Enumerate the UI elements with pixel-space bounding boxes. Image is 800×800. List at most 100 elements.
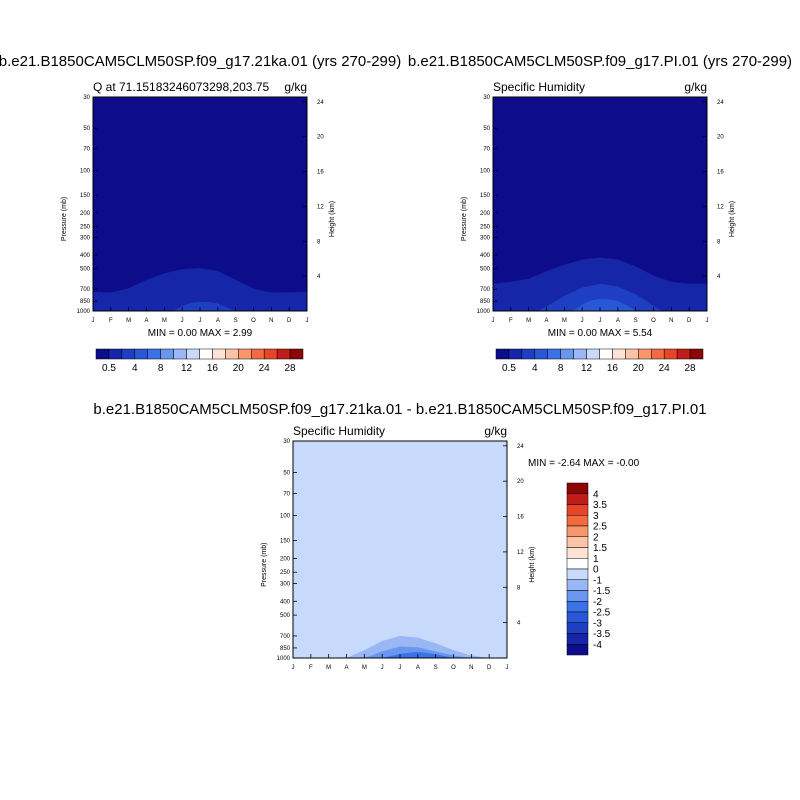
colorbar-box [186,348,200,360]
colorbar-box [263,348,278,360]
colorbar-label: 0.5 [502,363,516,374]
y2-tick-label: 16 [317,170,324,176]
x-tick-label: D [287,318,292,324]
y-tick-label: 500 [280,613,291,619]
colorbar-box [566,590,589,602]
y2-tick-label: 12 [717,204,724,210]
colorbar-box [586,348,600,360]
y-tick-label: 500 [80,267,91,273]
y-tick-label: 700 [80,287,91,293]
colorbar-box [676,348,691,360]
y2-tick-label: 8 [517,585,521,591]
colorbar-label: 20 [233,363,245,374]
x-tick-label: S [634,318,638,324]
units-label: g/kg [284,80,307,94]
absolute-colorbars: 0.5 4 8 12 16 20 24 28 0.5 4 8 12 16 20 24 28 [95,348,704,374]
colorbar-label: 4 [532,363,538,374]
colorbar-label: 2.5 [593,522,607,533]
x-tick-label: A [416,665,420,671]
x-tick-label: N [669,318,673,324]
x-tick-label: A [544,318,548,324]
panel-title: b.e21.B1850CAM5CLM50SP.f09_g17.PI.01 (yr… [408,53,792,70]
y-tick-label: 50 [83,126,90,132]
y2-tick-label: 20 [717,135,724,141]
y2-tick-label: 16 [717,170,724,176]
y-tick-label: 850 [480,299,491,305]
x-tick-label: J [199,318,202,324]
x-tick-label: O [251,318,256,324]
colorbar-box [566,515,589,527]
x-tick-label: J [306,318,309,324]
x-tick-label: M [526,318,531,324]
minmax-text: MIN = 0.00 MAX = 5.54 [548,328,653,339]
colorbar-label: 3.5 [593,500,607,511]
colorbar-label: 0 [593,565,599,576]
colorbar-box [508,348,523,360]
y-tick-label: 300 [280,581,291,587]
colorbar-label: 3 [593,511,599,522]
x-tick-label: M [562,318,567,324]
y-tick-label: 150 [280,539,291,545]
colorbar-label: 1 [593,554,599,565]
y2-tick-label: 8 [717,239,721,245]
x-tick-label: J [599,318,602,324]
x-tick-label: A [344,665,348,671]
x-tick-label: J [581,318,584,324]
colorbar-label: -2 [593,597,602,608]
panel-title: b.e21.B1850CAM5CLM50SP.f09_g17.21ka.01 (… [0,53,401,70]
units-label: g/kg [484,424,507,438]
y2-tick-label: 4 [317,274,321,280]
colorbar-box [212,348,226,360]
y-tick-label: 300 [480,236,491,242]
colorbar-box [566,525,589,537]
y2-tick-label: 20 [517,479,524,485]
y-tick-label: 500 [480,267,491,273]
colorbar-box [95,348,110,360]
x-tick-label: J [381,665,384,671]
colorbar-box [225,348,239,360]
y2-tick-label: 4 [717,274,721,280]
colorbar-horizontal-1: 0.5 4 8 12 16 20 24 28 [95,348,304,374]
colorbar-box [173,348,187,360]
colorbar-label: 4 [132,363,138,374]
x-tick-label: F [309,665,313,671]
colorbar-box [638,348,652,360]
colorbar-label: 1.5 [593,543,607,554]
y-tick-label: 150 [80,193,91,199]
colorbar-box [566,547,589,559]
colorbar-label: 8 [158,363,164,374]
colorbar-label: 24 [659,363,671,374]
x-tick-label: A [616,318,620,324]
colorbar-box [566,536,589,548]
y-tick-label: 50 [283,471,290,477]
colorbar-box [566,601,589,613]
colorbar-label: 28 [685,363,697,374]
y2-tick-label: 24 [717,100,724,106]
colorbar-label: 16 [207,363,219,374]
colorbar-box [566,611,589,623]
colorbar-label: 16 [607,363,619,374]
y-tick-label: 70 [83,147,90,153]
colorbar-label: 0.5 [102,363,116,374]
y-tick-label: 1000 [477,309,491,315]
y2-axis-label: Height (km) [329,201,336,237]
colorbar-box [689,348,704,360]
y-tick-label: 400 [480,253,491,259]
colorbar-box [560,348,574,360]
colorbar-box [147,348,161,360]
colorbar-box [547,348,561,360]
colorbar-label: 28 [285,363,297,374]
x-tick-label: J [292,665,295,671]
y-tick-label: 850 [280,646,291,652]
colorbar-label: -3.5 [593,629,611,640]
y-tick-label: 30 [283,439,290,445]
colorbar-box [238,348,252,360]
y2-axis-label: Height (km) [529,547,536,583]
colorbar-box [160,348,174,360]
colorbar-box [289,348,304,360]
colorbar-box [534,348,548,360]
colorbar-label: 12 [181,363,193,374]
minmax-text: MIN = 0.00 MAX = 2.99 [148,328,253,339]
y-tick-label: 30 [83,95,90,101]
